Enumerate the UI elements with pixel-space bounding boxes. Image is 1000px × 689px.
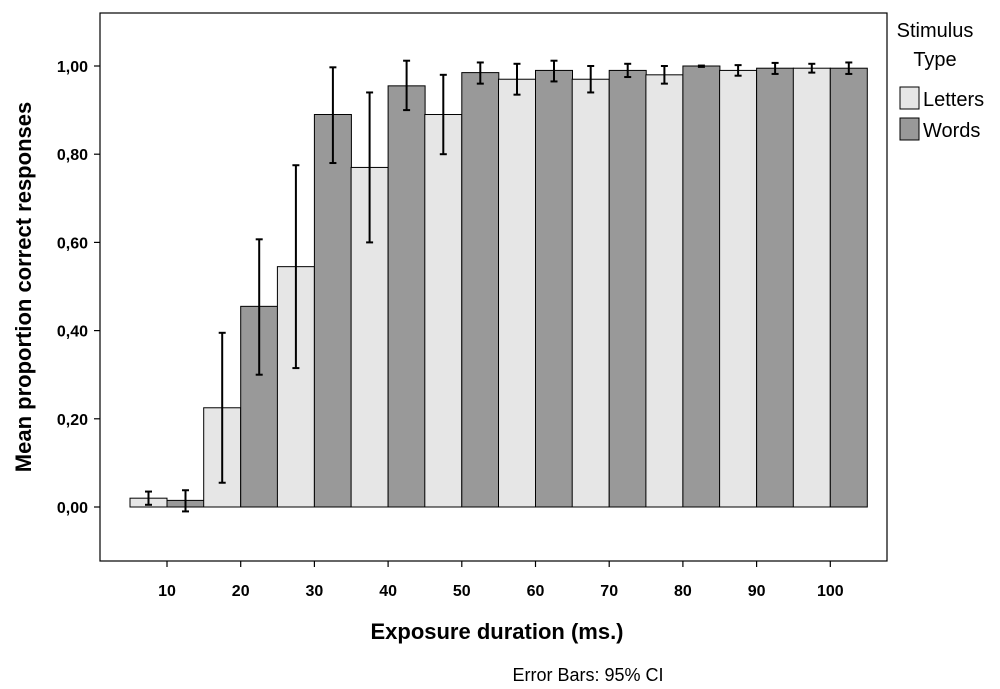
x-tick-label: 70 (600, 583, 618, 600)
error-bar-letters (808, 62, 816, 74)
error-bar-words (624, 62, 632, 79)
x-tick-label: 100 (817, 583, 844, 600)
x-tick-label: 80 (674, 583, 692, 600)
error-bar-words (550, 59, 558, 83)
y-tick-label: 0,00 (57, 500, 88, 517)
bar-letters (792, 67, 831, 508)
y-tick-label: 0,40 (57, 324, 88, 341)
error-bars-note: Error Bars: 95% CI (512, 665, 663, 685)
error-bar-words (697, 64, 705, 68)
error-bars-layer (145, 59, 853, 513)
bar-letters (719, 69, 758, 508)
bar-words (313, 114, 352, 508)
legend-title-line1: Stimulus (897, 20, 974, 42)
bar-words (608, 69, 647, 508)
error-bar-words (845, 61, 853, 75)
legend-title-line2: Type (913, 49, 956, 71)
legend-label-words: Words (923, 120, 980, 142)
legend-swatch-letters (899, 86, 920, 110)
bar-words (535, 69, 573, 508)
error-bar-letters (366, 91, 374, 244)
bar-words (387, 85, 426, 508)
error-bar-letters (145, 490, 152, 506)
legend-swatch-words (899, 117, 920, 141)
error-bar-letters (439, 73, 447, 156)
error-bar-letters (218, 331, 226, 484)
y-tick-label: 0,80 (57, 147, 88, 164)
y-tick-label: 0,20 (57, 412, 88, 429)
bars-layer (129, 65, 868, 508)
bar-letters (498, 78, 536, 508)
x-axis-title: Exposure duration (ms.) (370, 619, 623, 644)
x-tick-label: 10 (158, 583, 176, 600)
error-bar-letters (660, 65, 668, 85)
x-tick-label: 50 (453, 583, 471, 600)
x-tick-label: 90 (748, 583, 766, 600)
error-bar-words (255, 238, 263, 376)
error-bar-words (476, 61, 484, 85)
legend: Stimulus Type Letters Words (897, 20, 985, 142)
bar-words (829, 67, 868, 508)
error-bar-words (403, 59, 411, 112)
error-bar-words (329, 66, 337, 165)
bar-words (756, 67, 795, 508)
error-bar-words (771, 61, 779, 75)
x-axis: 10 20 30 40 50 60 70 80 90 100 (158, 561, 844, 600)
y-axis: 0,00 0,20 0,40 0,60 0,80 1,00 (57, 59, 100, 517)
error-bar-words (182, 489, 189, 513)
error-bar-letters (587, 65, 595, 94)
bar-letters (424, 114, 463, 508)
x-tick-label: 40 (379, 583, 397, 600)
x-tick-label: 20 (232, 583, 250, 600)
error-bar-letters (513, 62, 521, 96)
bar-letters (571, 78, 610, 508)
bar-words (461, 72, 500, 508)
x-tick-label: 30 (306, 583, 324, 600)
legend-label-letters: Letters (923, 89, 984, 111)
bar-words (682, 65, 721, 508)
error-bar-letters (734, 64, 742, 77)
error-bar-letters (292, 164, 300, 370)
y-tick-label: 0,60 (57, 235, 88, 252)
y-axis-title: Mean proportion correct responses (11, 102, 36, 472)
y-tick-label: 1,00 (57, 59, 88, 76)
bar-letters (645, 74, 684, 508)
x-tick-label: 60 (527, 583, 545, 600)
